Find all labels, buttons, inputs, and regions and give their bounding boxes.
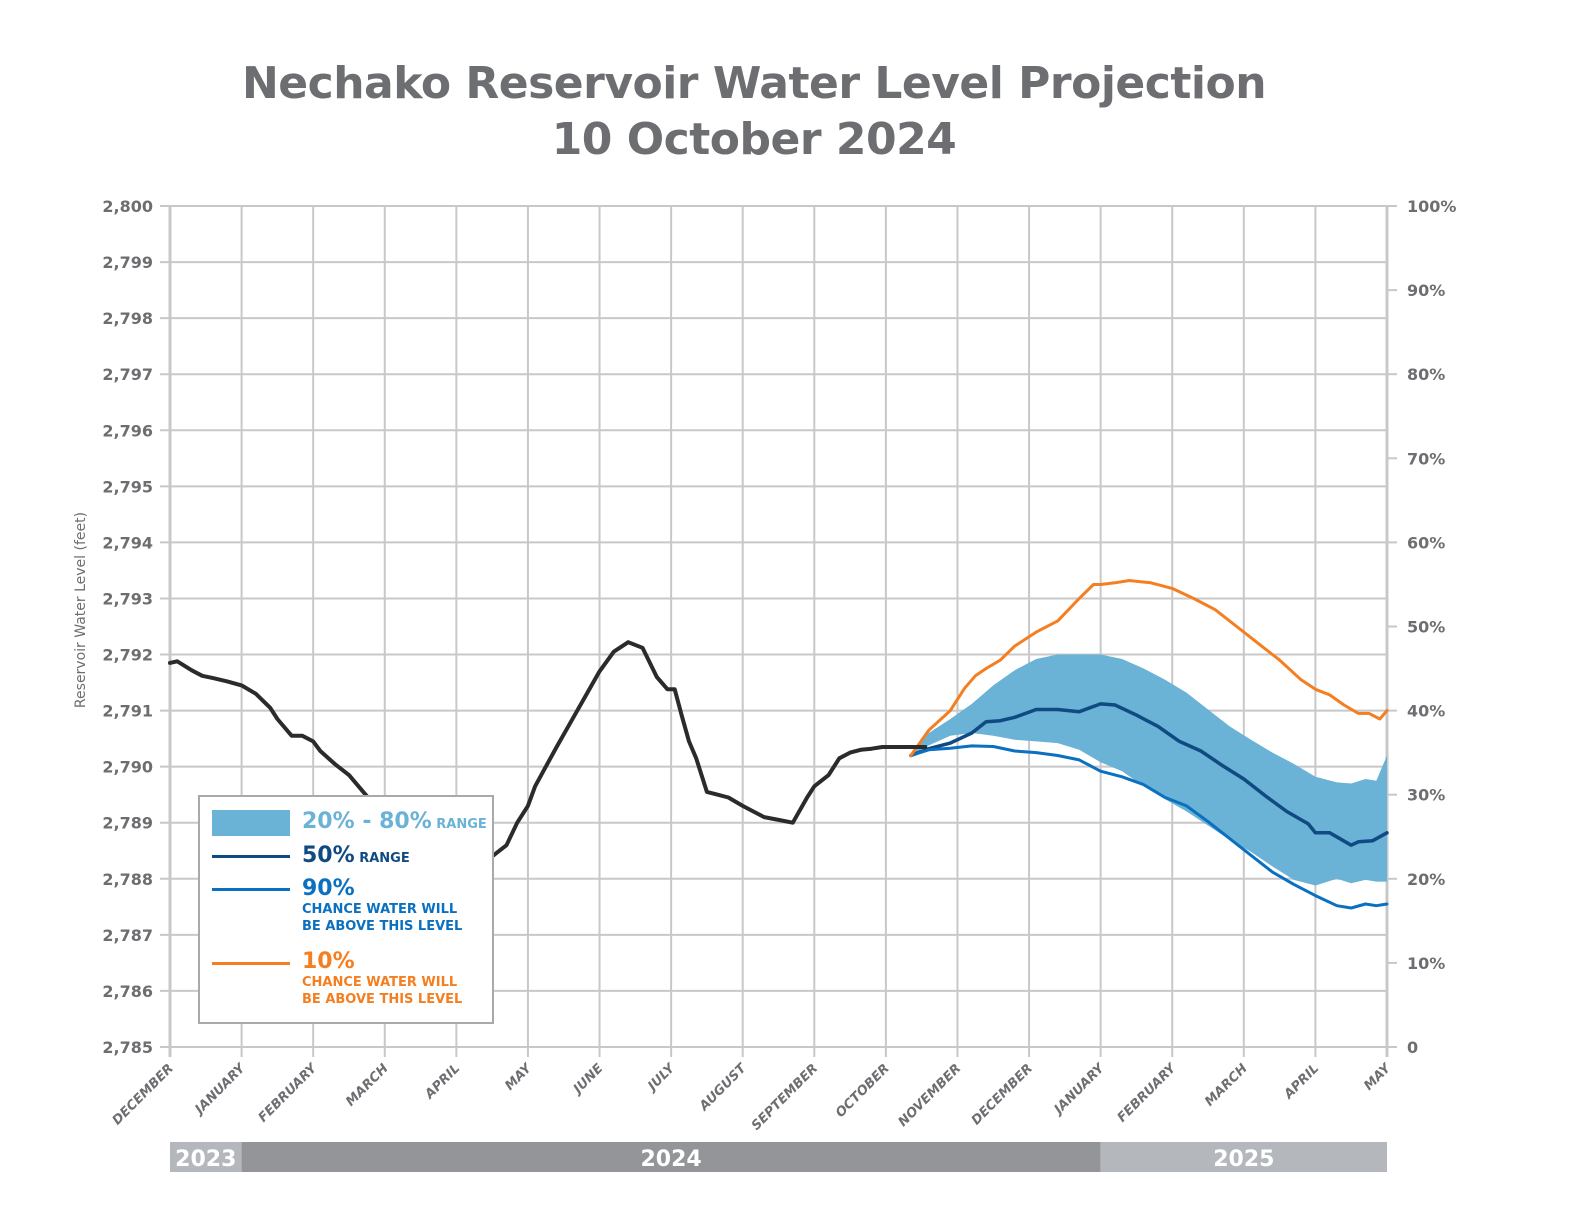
- year-bar: 2023 2024 2025: [170, 1142, 1387, 1172]
- y2-tick-label: 20%: [1407, 870, 1445, 889]
- year-segment-2023: [170, 1142, 242, 1172]
- x-tick-label: SEPTEMBER: [749, 1061, 821, 1133]
- legend-band-swatch: [212, 810, 290, 836]
- y2-tick-label: 90%: [1407, 281, 1445, 300]
- x-tick-label: MARCH: [343, 1061, 391, 1109]
- y-tick-label: 2,790: [102, 758, 153, 777]
- x-tick-label: FEBRUARY: [1115, 1060, 1180, 1125]
- x-tick-label: JANUARY: [190, 1060, 249, 1119]
- y2-tick-label: 60%: [1407, 533, 1445, 552]
- legend-p90-label: 90% CHANCE WATER WILL BE ABOVE THIS LEVE…: [302, 876, 463, 934]
- x-tick-label: OCTOBER: [833, 1061, 893, 1121]
- y-tick-label: 2,793: [102, 589, 153, 608]
- y2-tick-label: 50%: [1407, 618, 1445, 637]
- series-median-line: [909, 702, 1389, 847]
- x-tick-label: DECEMBER: [110, 1061, 177, 1128]
- legend: 20% - 80% RANGE 50% RANGE 90% CHANCE WAT…: [198, 795, 494, 1024]
- x-tick-label: JUNE: [569, 1061, 607, 1099]
- y2-tick-label: 80%: [1407, 365, 1445, 384]
- legend-band-label: 20% - 80% RANGE: [302, 809, 487, 834]
- y-axis-label: Reservoir Water Level (feet): [73, 512, 89, 708]
- year-label: 2025: [1213, 1147, 1274, 1172]
- series-p90-line: [909, 744, 1389, 910]
- x-tick-label: MAY: [502, 1060, 536, 1094]
- y-tick-label: 2,791: [102, 702, 153, 721]
- legend-p10-label: 10% CHANCE WATER WILL BE ABOVE THIS LEVE…: [302, 949, 463, 1007]
- series-p10-line: [909, 579, 1389, 757]
- chart-title-line2: 10 October 2024: [551, 114, 957, 165]
- year-label: 2023: [175, 1147, 236, 1172]
- y-tick-label: 2,786: [102, 982, 153, 1001]
- y-tick-label: 2,794: [102, 533, 153, 552]
- series-historical-line: [168, 640, 928, 864]
- x-tick-label: MARCH: [1202, 1061, 1250, 1109]
- y-tick-label: 2,800: [102, 197, 153, 216]
- y2-tick-label: 0: [1407, 1038, 1418, 1057]
- y2-tick-label: 100%: [1407, 197, 1456, 216]
- x-tick-label: JULY: [643, 1060, 679, 1096]
- y-tick-label: 2,787: [102, 926, 153, 945]
- legend-p10-line: [212, 962, 290, 965]
- year-label: 2024: [641, 1147, 702, 1172]
- x-tick-label: NOVEMBER: [896, 1061, 965, 1130]
- y2-tick-label: 10%: [1407, 954, 1445, 973]
- y2-tick-label: 40%: [1407, 702, 1445, 721]
- legend-median-line: [212, 855, 290, 858]
- x-tick-label: FEBRUARY: [256, 1060, 321, 1125]
- y-tick-label: 2,797: [102, 365, 153, 384]
- x-tick-label: APRIL: [422, 1061, 464, 1103]
- x-tick-label: DECEMBER: [969, 1061, 1036, 1128]
- series-lines: [168, 579, 1389, 910]
- y-tick-label: 2,799: [102, 253, 153, 272]
- x-tick-label: JANUARY: [1049, 1060, 1108, 1119]
- y-tick-label: 2,796: [102, 421, 153, 440]
- y-tick-label: 2,792: [102, 646, 153, 665]
- y-tick-label: 2,789: [102, 814, 153, 833]
- x-tick-label: AUGUST: [696, 1060, 750, 1114]
- y2-tick-label: 70%: [1407, 449, 1445, 468]
- legend-median-label: 50% RANGE: [302, 843, 410, 868]
- x-tick-label: APRIL: [1281, 1061, 1323, 1103]
- y-tick-label: 2,798: [102, 309, 153, 328]
- legend-p90-line: [212, 888, 290, 891]
- year-segment-2025: [1100, 1142, 1387, 1172]
- y-tick-label: 2,795: [102, 477, 153, 496]
- y-tick-label: 2,788: [102, 870, 153, 889]
- year-segment-2024: [241, 1142, 1101, 1172]
- y2-tick-label: 30%: [1407, 786, 1445, 805]
- y-tick-label: 2,785: [102, 1038, 153, 1057]
- x-tick-label: MAY: [1361, 1060, 1395, 1094]
- chart-title-line1: Nechako Reservoir Water Level Projection: [241, 58, 1267, 109]
